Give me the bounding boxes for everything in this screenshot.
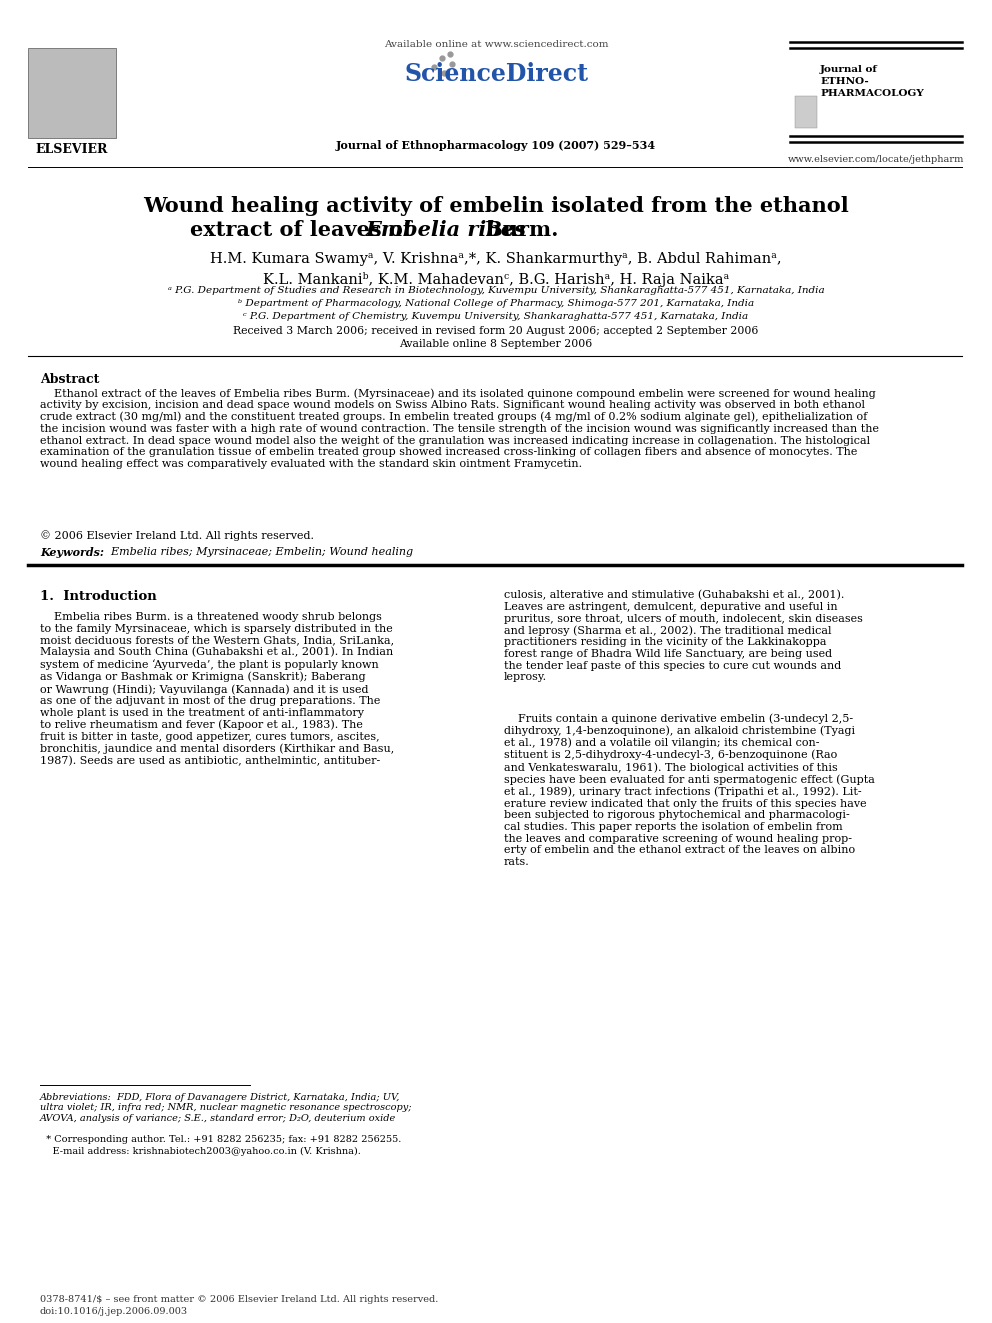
- Text: ELSEVIER: ELSEVIER: [36, 143, 108, 156]
- Text: www.elsevier.com/locate/jethpharm: www.elsevier.com/locate/jethpharm: [788, 155, 964, 164]
- Text: extract of leaves of: extract of leaves of: [190, 220, 420, 239]
- Text: doi:10.1016/j.jep.2006.09.003: doi:10.1016/j.jep.2006.09.003: [40, 1307, 188, 1316]
- Text: © 2006 Elsevier Ireland Ltd. All rights reserved.: © 2006 Elsevier Ireland Ltd. All rights …: [40, 531, 314, 541]
- Text: Embelia ribes Burm. is a threatened woody shrub belongs
to the family Myrsinacea: Embelia ribes Burm. is a threatened wood…: [40, 613, 394, 766]
- Text: ETHNO-: ETHNO-: [820, 77, 869, 86]
- Text: Wound healing activity of embelin isolated from the ethanol: Wound healing activity of embelin isolat…: [143, 196, 849, 216]
- Text: ᵇ Department of Pharmacology, National College of Pharmacy, Shimoga-577 201, Kar: ᵇ Department of Pharmacology, National C…: [238, 299, 754, 308]
- Text: E-mail address: krishnabiotech2003@yahoo.co.in (V. Krishna).: E-mail address: krishnabiotech2003@yahoo…: [40, 1147, 361, 1156]
- Text: Abbreviations:  FDD, Flora of Davanagere District, Karnataka, India; UV,
ultra v: Abbreviations: FDD, Flora of Davanagere …: [40, 1093, 412, 1123]
- Text: Embelia ribes; Myrsinaceae; Embelin; Wound healing: Embelia ribes; Myrsinaceae; Embelin; Wou…: [104, 546, 413, 557]
- Text: Available online 8 September 2006: Available online 8 September 2006: [400, 339, 592, 349]
- Text: ᵃ P.G. Department of Studies and Research in Biotechnology, Kuvempu University, : ᵃ P.G. Department of Studies and Researc…: [168, 286, 824, 295]
- Text: Journal of Ethnopharmacology 109 (2007) 529–534: Journal of Ethnopharmacology 109 (2007) …: [336, 140, 656, 151]
- Text: Ethanol extract of the leaves of Embelia ribes Burm. (Myrsinaceae) and its isola: Ethanol extract of the leaves of Embelia…: [40, 388, 879, 468]
- Text: Burm.: Burm.: [478, 220, 558, 239]
- Bar: [795, 97, 817, 128]
- Text: Fruits contain a quinone derivative embelin (3-undecyl 2,5-
dihydroxy, 1,4-benzo: Fruits contain a quinone derivative embe…: [504, 713, 875, 867]
- Text: Keywords:: Keywords:: [40, 546, 104, 558]
- Text: H.M. Kumara Swamyᵃ, V. Krishnaᵃ,*, K. Shankarmurthyᵃ, B. Abdul Rahimanᵃ,: H.M. Kumara Swamyᵃ, V. Krishnaᵃ,*, K. Sh…: [210, 251, 782, 266]
- Text: Available online at www.sciencedirect.com: Available online at www.sciencedirect.co…: [384, 40, 608, 49]
- Text: Received 3 March 2006; received in revised form 20 August 2006; accepted 2 Septe: Received 3 March 2006; received in revis…: [233, 325, 759, 336]
- Text: ᶜ P.G. Department of Chemistry, Kuvempu University, Shankaraghatta-577 451, Karn: ᶜ P.G. Department of Chemistry, Kuvempu …: [243, 312, 749, 321]
- Text: PHARMACOLOGY: PHARMACOLOGY: [820, 89, 924, 98]
- Text: Journal of: Journal of: [820, 65, 878, 74]
- Text: ScienceDirect: ScienceDirect: [404, 62, 588, 86]
- Text: 0378-8741/$ – see front matter © 2006 Elsevier Ireland Ltd. All rights reserved.: 0378-8741/$ – see front matter © 2006 El…: [40, 1295, 438, 1304]
- Text: K.L. Mankaniᵇ, K.M. Mahadevanᶜ, B.G. Harishᵃ, H. Raja Naikaᵃ: K.L. Mankaniᵇ, K.M. Mahadevanᶜ, B.G. Har…: [263, 273, 729, 287]
- Text: Abstract: Abstract: [40, 373, 99, 386]
- Text: culosis, alterative and stimulative (Guhabakshi et al., 2001).
Leaves are astrin: culosis, alterative and stimulative (Guh…: [504, 590, 863, 683]
- Text: * Corresponding author. Tel.: +91 8282 256235; fax: +91 8282 256255.: * Corresponding author. Tel.: +91 8282 2…: [40, 1135, 402, 1144]
- Text: Embelia ribes: Embelia ribes: [365, 220, 526, 239]
- Text: 1.  Introduction: 1. Introduction: [40, 590, 157, 603]
- Bar: [28, 48, 116, 138]
